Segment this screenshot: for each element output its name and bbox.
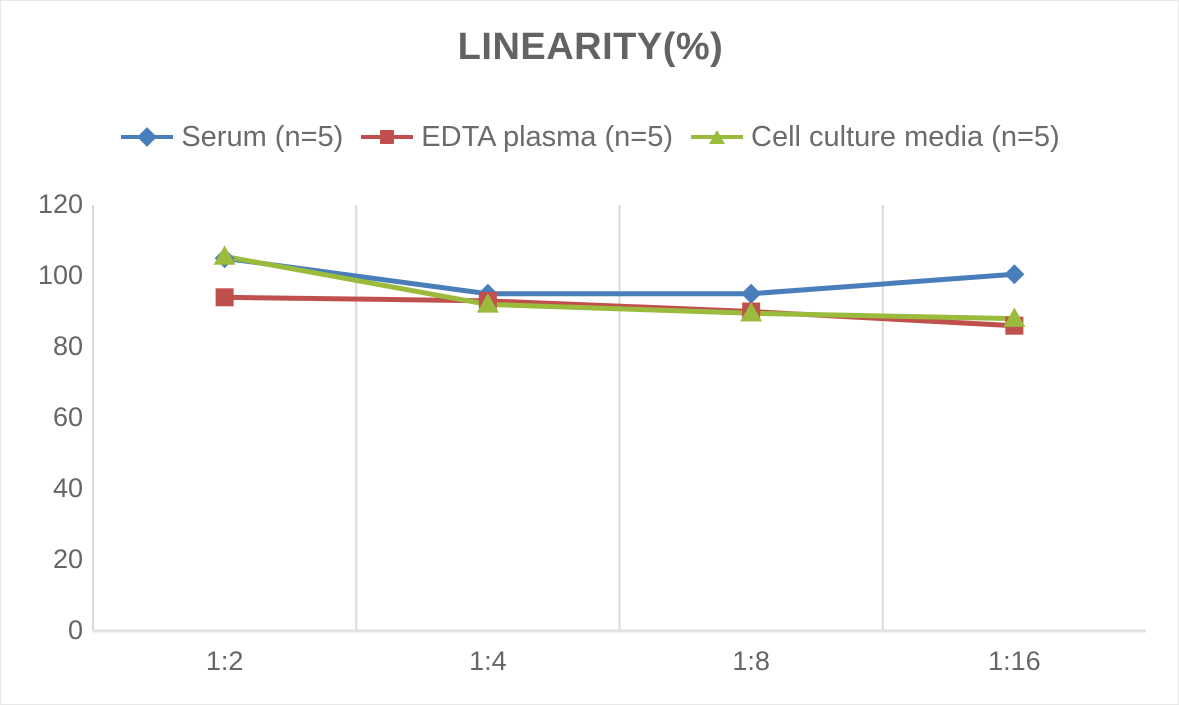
legend-item-edta-plasma[interactable]: EDTA plasma (n=5): [361, 121, 673, 153]
chart-legend: Serum (n=5) EDTA plasma (n=5) Cell cultu…: [1, 121, 1178, 153]
square-marker-icon: [380, 130, 395, 144]
x-tick-label: 1:4: [469, 646, 507, 676]
x-tick-label: 1:16: [988, 646, 1041, 676]
legend-key-serum: [121, 126, 174, 148]
y-tick-label: 0: [67, 615, 83, 645]
legend-key-cell-culture-media: [691, 126, 743, 148]
chart-title: LINEARITY(%): [457, 26, 724, 68]
legend-label-cell-culture-media: Cell culture media (n=5): [751, 121, 1060, 153]
x-tick-label: 1:8: [732, 646, 770, 676]
legend-label-edta-plasma: EDTA plasma (n=5): [421, 121, 673, 153]
legend-item-cell-culture-media[interactable]: Cell culture media (n=5): [691, 121, 1060, 153]
triangle-marker-icon: [709, 130, 725, 144]
y-tick-label: 120: [37, 189, 83, 219]
y-tick-label: 40: [52, 473, 83, 503]
legend-item-serum[interactable]: Serum (n=5): [121, 121, 343, 153]
y-tick-label: 100: [37, 260, 83, 290]
y-tick-label: 60: [52, 402, 83, 432]
y-tick-label: 80: [52, 331, 83, 361]
y-axis-tick-labels: 0 20 40 60 80 100 120: [9, 1, 83, 704]
legend-key-edta-plasma: [361, 126, 414, 148]
x-tick-label: 1:2: [205, 646, 244, 676]
y-tick-label: 20: [52, 544, 83, 574]
legend-label-serum: Serum (n=5): [181, 121, 344, 153]
